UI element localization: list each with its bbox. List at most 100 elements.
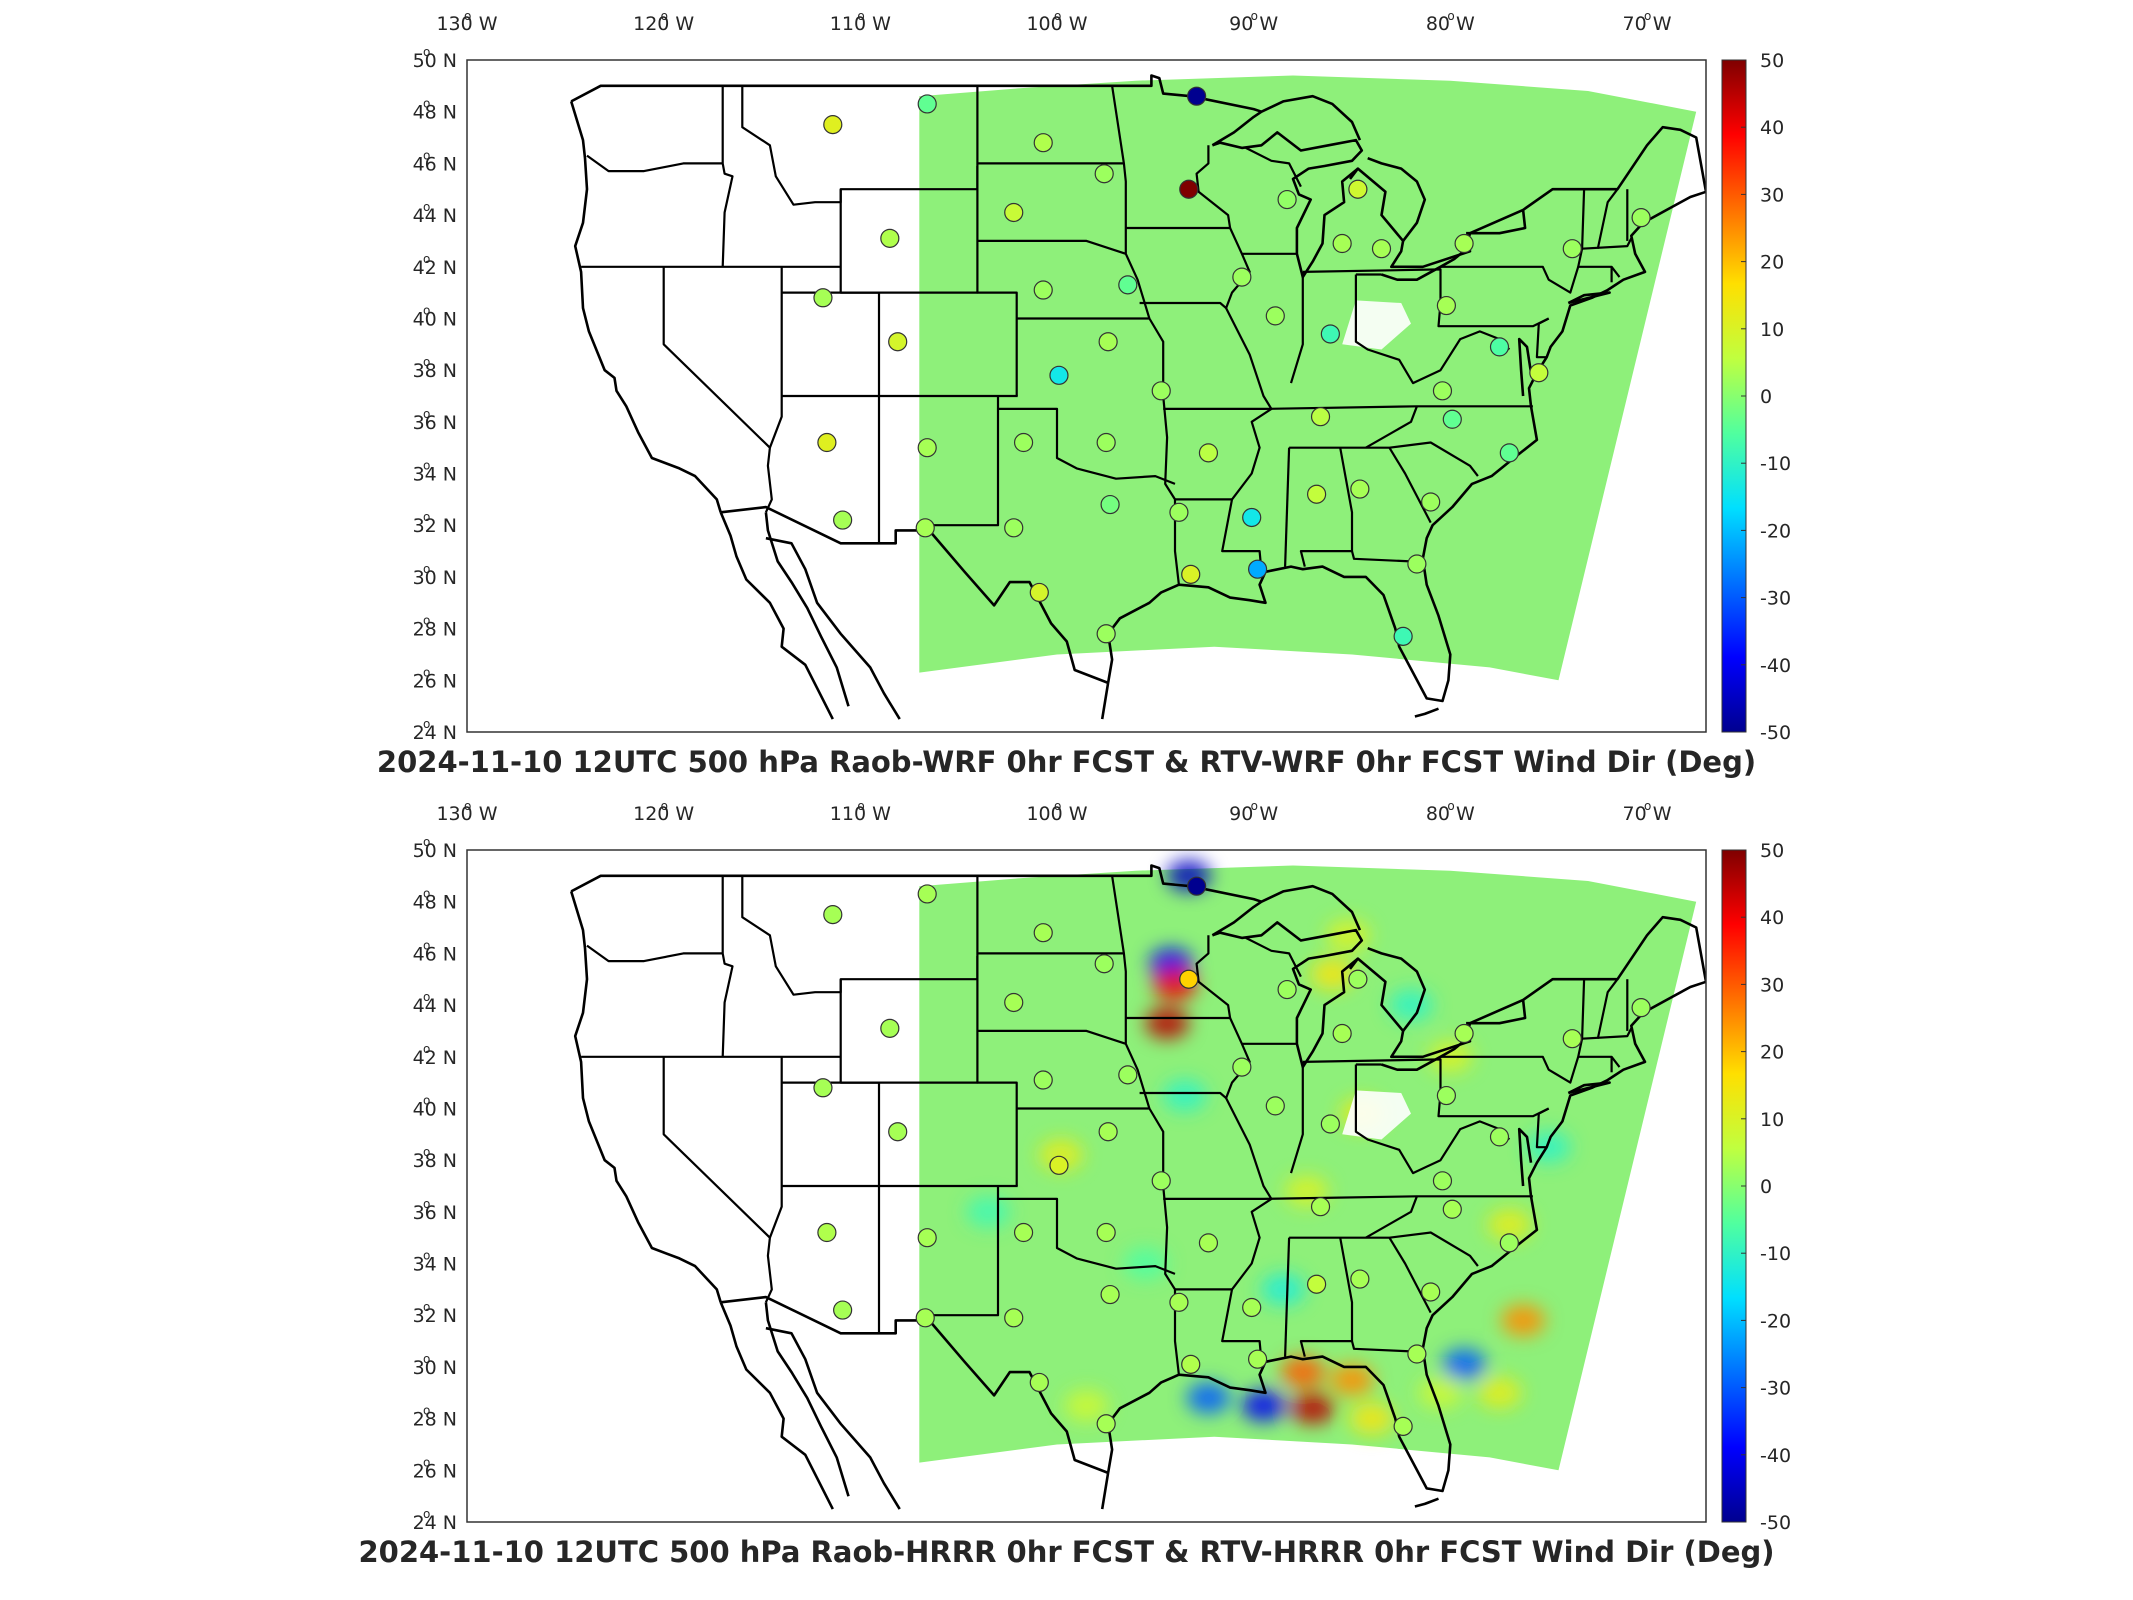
- state-border: [1111, 875, 1180, 1375]
- station-marker: [1489, 1127, 1510, 1147]
- station-marker: [1029, 582, 1049, 603]
- station-marker: [1100, 1284, 1120, 1305]
- colorbar-tick-label: 20: [1760, 252, 1784, 274]
- lat-tick-label: 30 N: [413, 567, 457, 589]
- anomaly-blob: [1280, 1356, 1325, 1389]
- station-marker: [888, 332, 908, 352]
- boundaries: [569, 74, 1706, 720]
- lon-tick-label: 100 W: [1026, 803, 1087, 825]
- station-marker: [1371, 239, 1392, 259]
- station-marker: [1118, 275, 1138, 295]
- station-marker: [1181, 1354, 1201, 1374]
- station-marker: [915, 518, 935, 538]
- anomaly-blob: [1064, 1389, 1109, 1422]
- colorbar-tick-label: 30: [1760, 184, 1784, 206]
- station-marker: [880, 1018, 900, 1038]
- degree-mark: o: [423, 717, 430, 731]
- station-marker: [1096, 1414, 1116, 1434]
- coastline: [1517, 337, 1533, 397]
- degree-mark: o: [423, 562, 430, 576]
- station-marker: [1004, 518, 1024, 538]
- anomaly-blob: [1526, 1131, 1571, 1164]
- degree-mark: o: [1447, 799, 1454, 813]
- coastline: [569, 101, 722, 513]
- coastline: [570, 864, 1262, 903]
- coastline: [765, 536, 901, 720]
- station-marker: [823, 905, 843, 925]
- state-border: [1535, 1107, 1550, 1149]
- station-marker: [1350, 1269, 1370, 1289]
- station-marker: [1004, 992, 1024, 1013]
- station-marker: [1407, 1344, 1427, 1364]
- coastline: [1211, 94, 1362, 147]
- state-border: [1195, 935, 1232, 1019]
- station-marker: [917, 438, 937, 458]
- colorbar-tick-label: 50: [1760, 50, 1784, 72]
- station-marker: [1320, 324, 1340, 344]
- anomaly-blob: [1487, 1208, 1532, 1241]
- state-border: [927, 408, 1000, 527]
- station-marker: [1100, 494, 1120, 515]
- state-border: [1365, 405, 1418, 449]
- anomaly-blob: [1310, 958, 1355, 991]
- coastline: [1414, 707, 1439, 718]
- lat-tick-label: 26 N: [413, 670, 457, 692]
- degree-mark: o: [1251, 799, 1258, 813]
- colorbar-tick-label: -10: [1760, 1243, 1791, 1265]
- anomaly-blob: [1145, 1007, 1190, 1040]
- state-border: [1535, 317, 1550, 359]
- coastline: [765, 1326, 901, 1510]
- degree-mark: o: [423, 355, 430, 369]
- coastline: [570, 74, 1262, 113]
- degree-mark: o: [423, 97, 430, 111]
- colorbar-tick-label: -20: [1760, 520, 1791, 542]
- state-border: [662, 1056, 773, 1303]
- state-border: [1596, 978, 1619, 1039]
- lat-tick-label: 28 N: [413, 619, 457, 641]
- station-marker: [1169, 502, 1189, 522]
- degree-mark: o: [1251, 9, 1258, 23]
- degree-mark: o: [423, 45, 430, 59]
- station-marker: [817, 432, 837, 453]
- station-marker: [1562, 1029, 1582, 1049]
- lat-tick-label: 36 N: [413, 1202, 457, 1224]
- lat-tick-label: 50 N: [413, 50, 457, 72]
- station-marker: [1098, 1122, 1118, 1142]
- degree-mark: o: [1054, 9, 1061, 23]
- state-border: [1354, 274, 1511, 385]
- station-marker: [1232, 1057, 1252, 1077]
- lon-tick-label: 120 W: [633, 803, 694, 825]
- coastline: [1367, 156, 1427, 242]
- station-marker: [1033, 280, 1053, 300]
- anomaly-blob: [1261, 1273, 1306, 1306]
- lat-tick-label: 30 N: [413, 1357, 457, 1379]
- station-marker: [1350, 479, 1370, 499]
- degree-mark: o: [464, 799, 471, 813]
- station-marker: [1393, 1416, 1413, 1436]
- lat-tick-label: 40 N: [413, 1098, 457, 1120]
- lon-tick-label: 90 W: [1229, 803, 1278, 825]
- coastline: [1567, 1081, 1611, 1095]
- lon-tick-label: 130 W: [436, 803, 497, 825]
- station-marker: [915, 1308, 935, 1328]
- station-marker: [1310, 1197, 1331, 1217]
- station-marker: [833, 1300, 853, 1320]
- colorbar-tick-label: 40: [1760, 907, 1784, 929]
- station-marker: [1421, 1282, 1441, 1302]
- station-marker: [1179, 969, 1199, 989]
- degree-mark: o: [423, 1352, 430, 1366]
- station-marker: [1562, 239, 1582, 259]
- stations: [813, 86, 1651, 646]
- station-marker: [1265, 1096, 1285, 1116]
- station-marker: [1094, 954, 1114, 974]
- lat-tick-label: 28 N: [413, 1409, 457, 1431]
- coastline: [1100, 1472, 1110, 1510]
- station-marker: [1181, 564, 1201, 584]
- station-marker: [1277, 189, 1297, 210]
- anomaly-blob: [1290, 1392, 1335, 1425]
- state-border: [976, 875, 1018, 1186]
- station-marker: [1454, 1023, 1474, 1044]
- lat-tick-label: 42 N: [413, 257, 457, 279]
- station-marker: [917, 884, 937, 904]
